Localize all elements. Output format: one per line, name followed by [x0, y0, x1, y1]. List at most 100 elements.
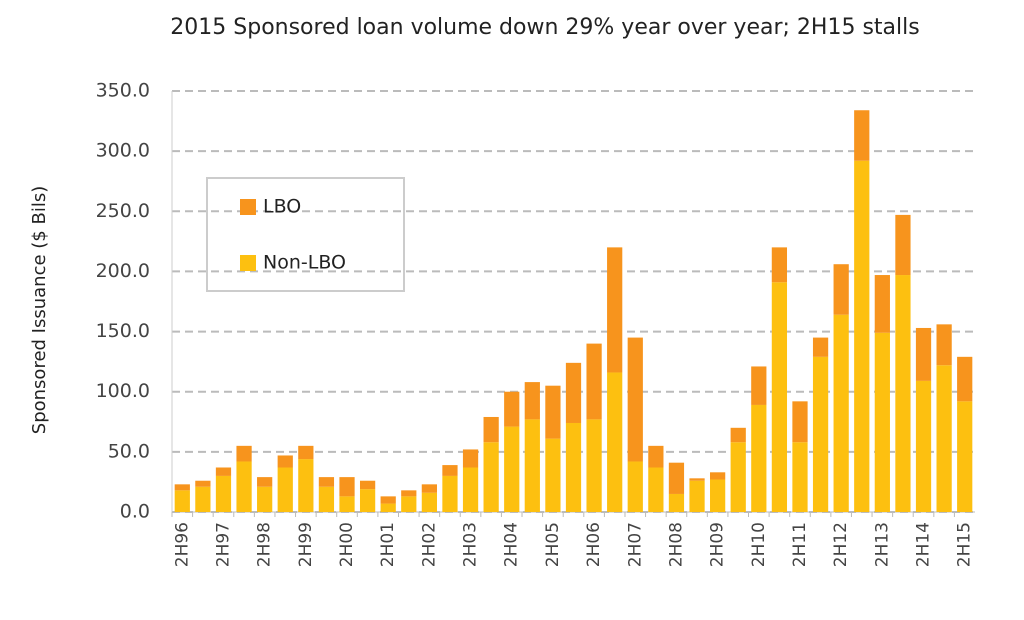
- bar-segment: [771, 282, 788, 512]
- bar-segment: [215, 475, 232, 512]
- legend-swatch: [240, 255, 256, 271]
- bar-segment: [627, 337, 643, 462]
- bar-segment: [401, 490, 417, 497]
- bar-segment: [895, 275, 911, 512]
- bar-segment: [359, 480, 376, 490]
- bar-segment: [421, 484, 437, 493]
- x-tick-label: 2H09: [708, 522, 728, 567]
- x-tick-label: 2H99: [296, 522, 316, 567]
- x-tick-label: 2H08: [666, 522, 686, 567]
- bar-segment: [215, 467, 232, 476]
- bar-segment: [792, 442, 808, 512]
- bar-segment: [730, 427, 746, 443]
- bar-segment: [298, 459, 314, 512]
- bar-segment: [565, 422, 582, 512]
- bar-segment: [504, 426, 520, 512]
- bar-segment: [648, 467, 664, 512]
- legend-label: Non-LBO: [263, 252, 346, 274]
- bar-segment: [648, 445, 664, 468]
- bar-segment: [380, 503, 396, 512]
- y-tick-label: 250.0: [96, 200, 150, 222]
- bar-segment: [874, 332, 890, 512]
- bar-segment: [957, 401, 973, 512]
- bar-segment: [236, 445, 252, 462]
- bar-segment: [504, 391, 520, 427]
- bar-segment: [751, 366, 767, 405]
- x-tick-label: 2H15: [955, 522, 975, 567]
- bar-segment: [607, 247, 623, 373]
- x-tick-label: 2H01: [378, 522, 398, 567]
- bar-segment: [915, 327, 932, 381]
- bar-segment: [277, 455, 293, 468]
- bar-segment: [812, 356, 829, 512]
- bar-segment: [833, 264, 849, 315]
- bar-segment: [318, 486, 335, 512]
- bar-segment: [668, 462, 685, 494]
- bar-segment: [710, 479, 726, 512]
- bar-segment: [174, 484, 190, 491]
- x-tick-label: 2H11: [790, 522, 810, 567]
- x-tick-label: 2H10: [749, 522, 769, 567]
- y-tick-label: 100.0: [96, 380, 150, 402]
- x-tick-label: 2H98: [255, 522, 275, 567]
- bar-segment: [483, 416, 499, 443]
- bar-segment: [854, 160, 870, 512]
- y-axis-label: Sponsored Issuance ($ Bils): [29, 186, 50, 434]
- bar-segment: [298, 445, 314, 460]
- x-tick-label: 2H00: [337, 522, 357, 567]
- bar-segment: [689, 478, 705, 481]
- bar-segment: [915, 380, 932, 512]
- bar-segment: [607, 372, 623, 512]
- bar-segment: [957, 356, 973, 402]
- bar-segment: [257, 477, 273, 487]
- bar-segment: [792, 401, 808, 443]
- bar-segment: [751, 404, 767, 512]
- bar-segment: [627, 461, 643, 512]
- bar-segment: [730, 442, 746, 512]
- bar-segment: [874, 275, 890, 333]
- bar-segment: [318, 477, 335, 487]
- legend-box: [206, 177, 405, 292]
- x-tick-label: 2H14: [914, 522, 934, 567]
- legend-label: LBO: [263, 196, 301, 218]
- bar-segment: [339, 477, 355, 497]
- bar-segment: [854, 110, 870, 161]
- x-tick-label: 2H96: [172, 522, 192, 567]
- y-tick-label: 0.0: [120, 501, 150, 523]
- bar-segment: [257, 486, 273, 512]
- bar-segment: [524, 419, 540, 512]
- bar-segment: [895, 214, 911, 276]
- bar-segment: [462, 467, 479, 512]
- bar-segment: [442, 475, 458, 512]
- bar-segment: [586, 419, 602, 512]
- bar-segment: [277, 467, 293, 512]
- y-tick-label: 150.0: [96, 320, 150, 342]
- bar-segment: [236, 461, 252, 512]
- bar-segment: [524, 382, 540, 420]
- y-tick-label: 50.0: [108, 440, 150, 462]
- bar-segment: [771, 247, 788, 283]
- bar-segment: [174, 490, 190, 512]
- bar-segment: [936, 324, 952, 366]
- bar-segment: [545, 385, 561, 439]
- x-tick-label: 2H06: [584, 522, 604, 567]
- y-tick-label: 300.0: [96, 140, 150, 162]
- bar-segment: [339, 496, 355, 512]
- bar-segment: [401, 496, 417, 512]
- bar-segment: [195, 480, 211, 487]
- x-tick-label: 2H04: [502, 522, 522, 567]
- bar-segment: [936, 365, 952, 512]
- bar-segment: [586, 343, 602, 420]
- legend-swatch: [240, 199, 256, 215]
- x-tick-label: 2H13: [872, 522, 892, 567]
- bar-segment: [565, 362, 582, 423]
- bar-segment: [483, 442, 499, 512]
- bar-segment: [462, 449, 479, 468]
- bar-segment: [195, 486, 211, 512]
- bar-segment: [668, 493, 685, 512]
- y-tick-label: 350.0: [96, 80, 150, 102]
- x-tick-label: 2H05: [543, 522, 563, 567]
- chart-title: 2015 Sponsored loan volume down 29% year…: [170, 15, 919, 40]
- x-tick-label: 2H97: [213, 522, 233, 567]
